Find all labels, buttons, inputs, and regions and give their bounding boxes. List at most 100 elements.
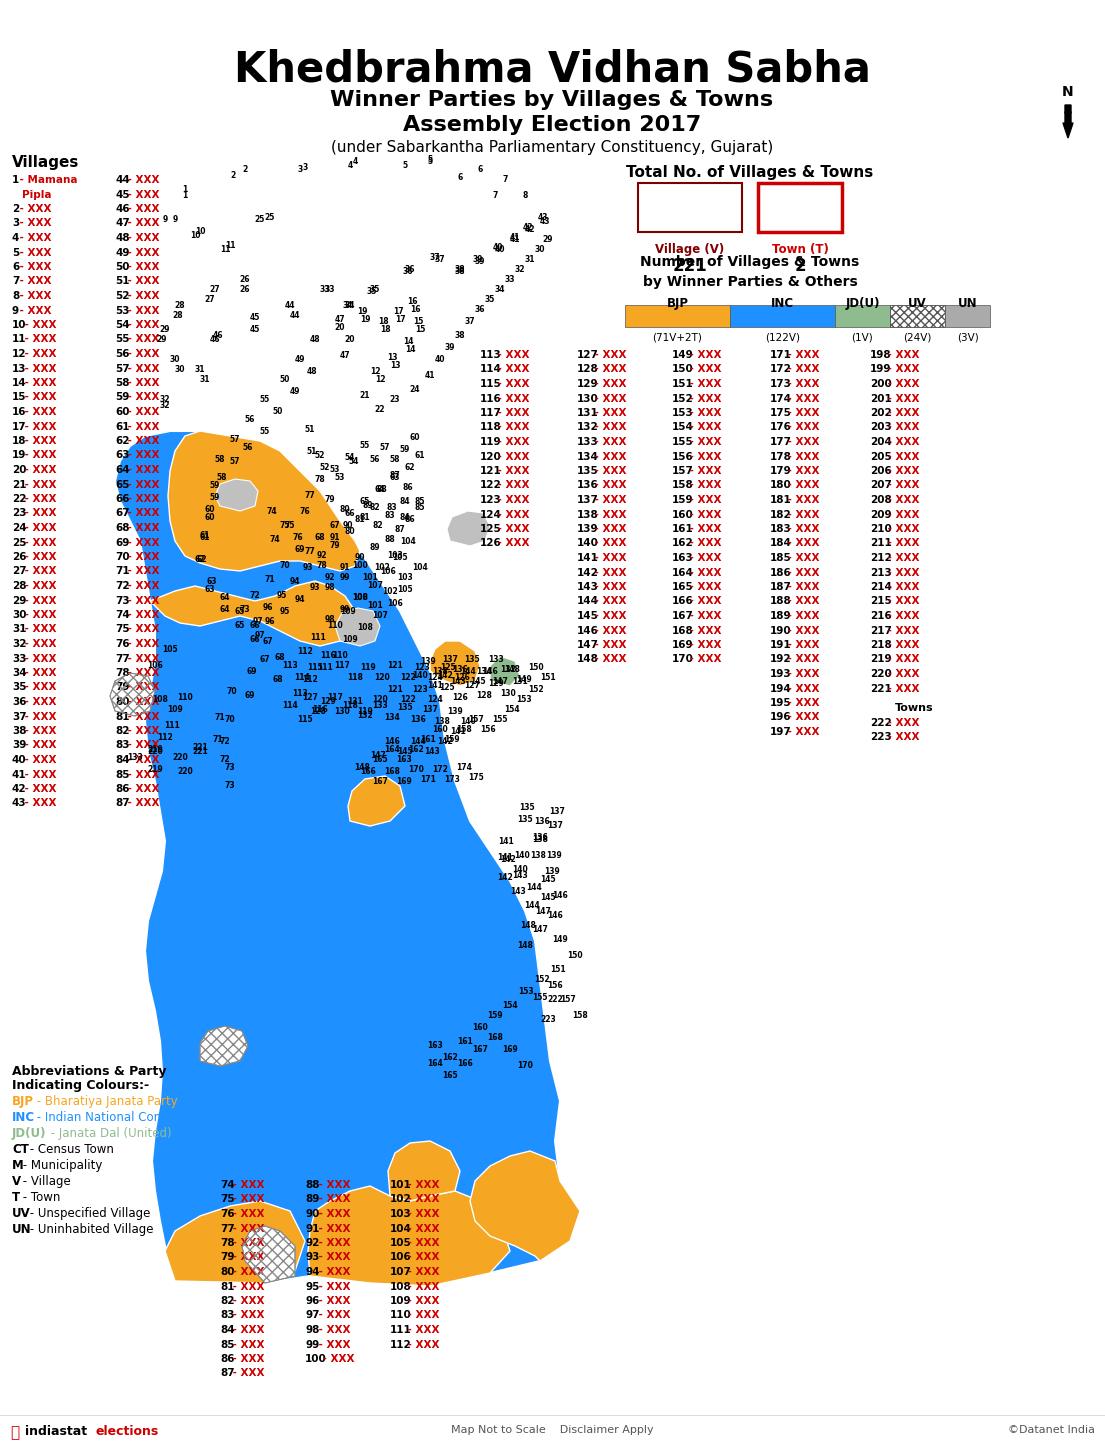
Text: 45: 45 bbox=[115, 190, 129, 199]
Text: 75: 75 bbox=[115, 624, 129, 634]
Text: 62: 62 bbox=[197, 555, 208, 565]
Text: 78: 78 bbox=[220, 1238, 234, 1248]
Text: 30: 30 bbox=[535, 245, 545, 255]
Text: - XXX: - XXX bbox=[124, 595, 159, 605]
Text: 95: 95 bbox=[280, 608, 291, 617]
Text: 93: 93 bbox=[303, 563, 313, 572]
Text: - XXX: - XXX bbox=[21, 320, 56, 330]
Text: 162: 162 bbox=[442, 1053, 457, 1062]
Text: 72: 72 bbox=[220, 755, 230, 765]
Text: - XXX: - XXX bbox=[124, 552, 159, 562]
Text: 14: 14 bbox=[402, 337, 413, 346]
Text: 54: 54 bbox=[345, 454, 355, 463]
Text: Total No. of Villages & Towns: Total No. of Villages & Towns bbox=[627, 166, 874, 180]
Text: - XXX: - XXX bbox=[884, 422, 919, 432]
Text: - XXX: - XXX bbox=[884, 525, 919, 535]
Text: 156: 156 bbox=[481, 725, 496, 735]
Text: - XXX: - XXX bbox=[404, 1295, 440, 1306]
Text: 26: 26 bbox=[240, 285, 250, 294]
Text: 147: 147 bbox=[492, 677, 508, 686]
Text: 5: 5 bbox=[12, 248, 19, 258]
Text: 145: 145 bbox=[397, 748, 413, 757]
Text: 223: 223 bbox=[540, 1016, 556, 1025]
Text: 160: 160 bbox=[672, 510, 694, 520]
Text: 114: 114 bbox=[282, 702, 298, 710]
Text: 100: 100 bbox=[352, 594, 368, 602]
Text: - XXX: - XXX bbox=[686, 553, 722, 563]
Text: - XXX: - XXX bbox=[21, 654, 56, 663]
Text: - XXX: - XXX bbox=[124, 683, 159, 693]
Text: 220: 220 bbox=[177, 768, 193, 777]
Text: - Uninhabited Village: - Uninhabited Village bbox=[27, 1223, 154, 1236]
Text: 161: 161 bbox=[457, 1038, 473, 1046]
Text: 138: 138 bbox=[530, 850, 546, 859]
Text: 31: 31 bbox=[525, 255, 535, 265]
Text: 144: 144 bbox=[524, 901, 540, 909]
Text: 7: 7 bbox=[503, 176, 507, 184]
Text: - XXX: - XXX bbox=[315, 1209, 350, 1219]
Text: 116: 116 bbox=[320, 650, 336, 660]
Text: 56: 56 bbox=[243, 444, 253, 452]
Text: 44: 44 bbox=[115, 174, 129, 184]
Text: 149: 149 bbox=[552, 935, 568, 944]
Text: 148: 148 bbox=[520, 921, 536, 929]
Text: - XXX: - XXX bbox=[124, 494, 159, 504]
Text: 85: 85 bbox=[220, 1340, 234, 1350]
Bar bbox=[945, 305, 990, 327]
Text: - XXX: - XXX bbox=[494, 510, 530, 520]
Text: 5: 5 bbox=[428, 156, 432, 164]
Text: 138: 138 bbox=[577, 510, 599, 520]
Text: 108: 108 bbox=[152, 696, 168, 705]
Text: 54: 54 bbox=[349, 457, 359, 467]
Text: - XXX: - XXX bbox=[686, 640, 722, 650]
Text: 70: 70 bbox=[224, 716, 235, 725]
Text: 116: 116 bbox=[312, 706, 328, 715]
Text: 162: 162 bbox=[408, 745, 424, 755]
Text: 144: 144 bbox=[410, 738, 425, 746]
Text: 93: 93 bbox=[305, 1252, 319, 1262]
Text: 143: 143 bbox=[512, 870, 528, 879]
Text: 135: 135 bbox=[397, 703, 413, 712]
Text: - Unspecified Village: - Unspecified Village bbox=[27, 1208, 150, 1221]
Text: 174: 174 bbox=[456, 764, 472, 772]
Text: - XXX: - XXX bbox=[315, 1340, 350, 1350]
Text: 189: 189 bbox=[770, 611, 791, 621]
Text: - XXX: - XXX bbox=[785, 669, 820, 679]
Text: - XXX: - XXX bbox=[785, 539, 820, 549]
Text: - XXX: - XXX bbox=[124, 291, 159, 301]
Text: 106: 106 bbox=[147, 660, 162, 670]
Text: 72: 72 bbox=[220, 738, 230, 746]
Text: - XXX: - XXX bbox=[884, 365, 919, 375]
Text: 161: 161 bbox=[672, 525, 694, 535]
Text: 144: 144 bbox=[460, 667, 476, 676]
Text: 59: 59 bbox=[115, 392, 129, 402]
Text: 130: 130 bbox=[334, 708, 350, 716]
Text: 141: 141 bbox=[428, 680, 443, 689]
Text: 84: 84 bbox=[115, 755, 129, 765]
Text: 186: 186 bbox=[770, 568, 792, 578]
Text: 21: 21 bbox=[360, 391, 370, 399]
Text: - XXX: - XXX bbox=[494, 437, 530, 447]
Text: 107: 107 bbox=[372, 611, 388, 620]
Text: - XXX: - XXX bbox=[591, 539, 627, 549]
Text: 54: 54 bbox=[115, 320, 129, 330]
Text: - XXX: - XXX bbox=[229, 1223, 264, 1233]
Text: 154: 154 bbox=[502, 1000, 518, 1010]
Polygon shape bbox=[470, 1151, 580, 1261]
Text: - XXX: - XXX bbox=[315, 1223, 350, 1233]
Text: - XXX: - XXX bbox=[686, 422, 722, 432]
Text: 95: 95 bbox=[277, 591, 287, 599]
Text: - XXX: - XXX bbox=[884, 465, 919, 476]
Text: 119: 119 bbox=[480, 437, 502, 447]
Text: - XXX: - XXX bbox=[591, 350, 627, 360]
Text: - XXX: - XXX bbox=[884, 553, 919, 563]
Text: - XXX: - XXX bbox=[124, 712, 159, 722]
Text: 125: 125 bbox=[439, 683, 455, 693]
Text: 53: 53 bbox=[115, 305, 129, 316]
Text: 41: 41 bbox=[509, 233, 520, 242]
Text: - XXX: - XXX bbox=[124, 437, 159, 447]
Text: 108: 108 bbox=[352, 594, 368, 602]
Text: 43: 43 bbox=[539, 218, 550, 226]
Text: 73: 73 bbox=[115, 595, 129, 605]
Text: 79: 79 bbox=[115, 683, 129, 693]
